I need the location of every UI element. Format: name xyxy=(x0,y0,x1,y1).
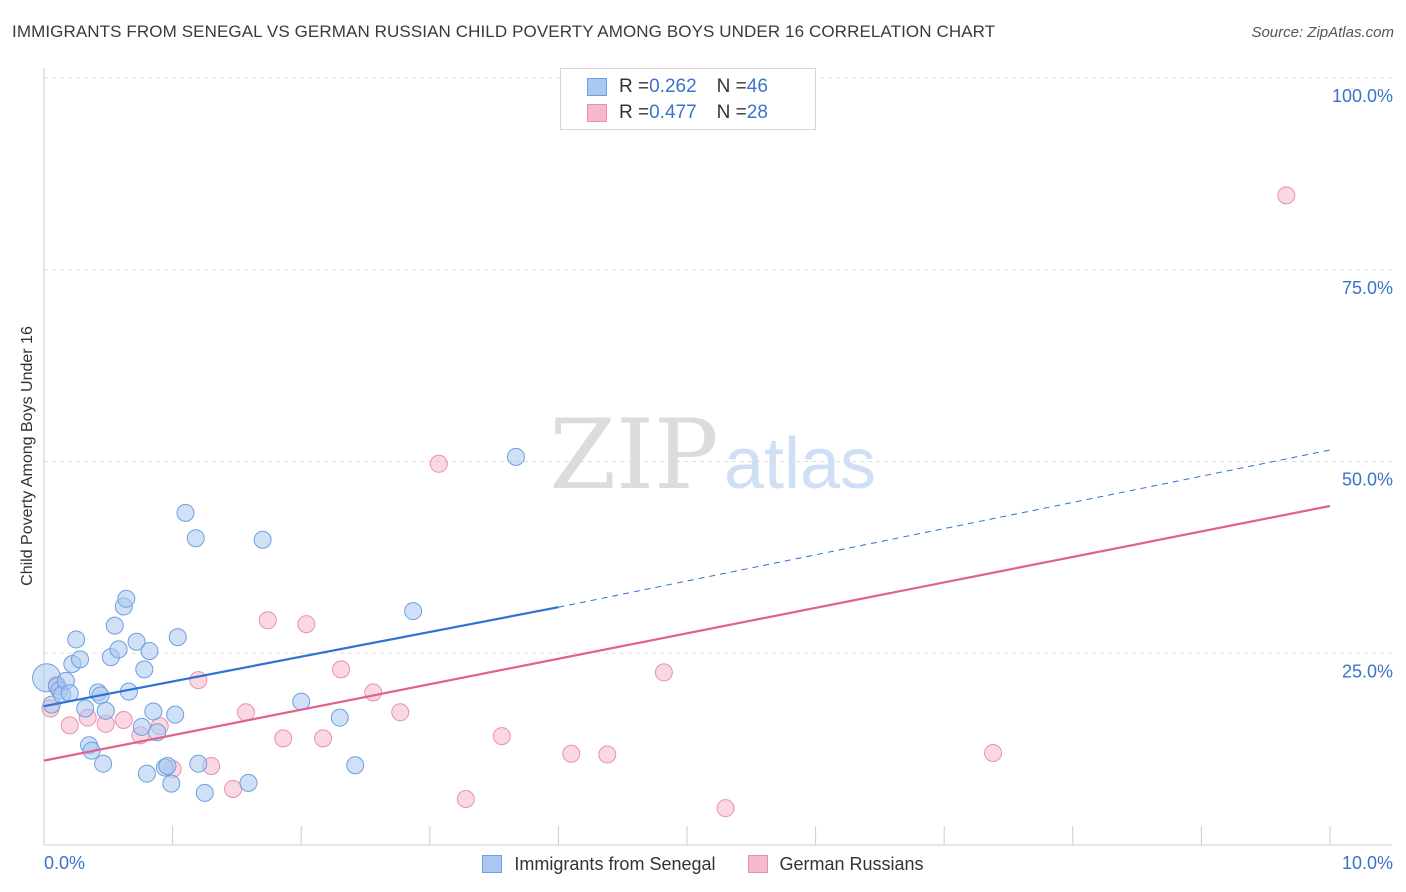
senegal-point xyxy=(506,447,525,466)
senegal-point xyxy=(109,640,128,659)
series-legend-german-russians[interactable]: German Russians xyxy=(747,853,924,875)
watermark: ZIP atlas xyxy=(549,399,876,511)
senegal-point xyxy=(140,641,159,660)
legend-n-value: 46 xyxy=(746,76,768,97)
german-russian-point xyxy=(332,660,351,679)
german-russian-point xyxy=(364,683,383,702)
senegal-point xyxy=(195,783,214,802)
legend-r-label: R = xyxy=(619,102,650,123)
german-russian-point xyxy=(984,743,1003,762)
series-swatch-senegal xyxy=(482,855,503,873)
senegal-point xyxy=(71,650,90,669)
legend-n-value: 28 xyxy=(746,102,768,123)
source-label: Source: ZipAtlas.com xyxy=(1251,24,1394,41)
senegal-point xyxy=(158,756,177,775)
senegal-point xyxy=(135,660,154,679)
german-russian-trend-line xyxy=(43,504,1331,762)
senegal-point xyxy=(346,756,365,775)
german-russian-point xyxy=(391,703,410,722)
senegal-point xyxy=(404,602,423,621)
german-russian-point xyxy=(224,780,243,799)
german-russian-point xyxy=(492,727,511,746)
series-label-german-russians: German Russians xyxy=(779,853,924,874)
senegal-point xyxy=(132,717,151,736)
german-russian-point xyxy=(654,663,673,682)
x-tick-label-max: 10.0% xyxy=(1342,853,1393,873)
series-legend: Immigrants from Senegal German Russians xyxy=(0,852,1406,876)
legend-r-value: 0.262 xyxy=(649,76,697,97)
grid-layer xyxy=(44,77,1392,654)
senegal-point xyxy=(176,503,195,522)
series-swatch-german-russians xyxy=(747,855,768,873)
german-russian-point xyxy=(314,729,333,748)
senegal-point xyxy=(186,529,205,548)
german-russian-point xyxy=(114,710,133,729)
german-russian-point xyxy=(716,799,735,818)
senegal-point xyxy=(189,754,208,773)
legend-row-senegal: R = 0.262 N = 46 xyxy=(587,75,768,99)
legend-r-label: R = xyxy=(619,76,650,97)
senegal-point xyxy=(239,773,258,792)
legend-row-german-russians: R = 0.477 N = 28 xyxy=(587,101,768,125)
y-tick-label: 25.0% xyxy=(1342,661,1393,681)
senegal-point xyxy=(96,701,115,720)
senegal-point xyxy=(144,702,163,721)
chart-title: IMMIGRANTS FROM SENEGAL VS GERMAN RUSSIA… xyxy=(12,22,996,41)
points-layer xyxy=(32,186,1296,818)
tick-label-layer: 25.0% 50.0% 75.0% 100.0% 0.0% 10.0% xyxy=(44,86,1393,873)
senegal-point xyxy=(137,764,156,783)
watermark-zip: ZIP xyxy=(549,399,718,511)
y-tick-label: 50.0% xyxy=(1342,470,1393,490)
senegal-point xyxy=(162,774,181,793)
german-russian-point xyxy=(189,671,208,690)
german-russian-point xyxy=(236,703,255,722)
senegal-point xyxy=(330,708,349,727)
watermark-atlas: atlas xyxy=(724,424,876,504)
senegal-trend-line xyxy=(43,606,559,708)
legend-swatch-german-russians xyxy=(587,104,607,122)
legend-n-label: N = xyxy=(716,102,747,123)
series-legend-senegal[interactable]: Immigrants from Senegal xyxy=(482,853,716,875)
senegal-point xyxy=(105,616,124,635)
x-tick-label-min: 0.0% xyxy=(44,853,85,873)
german-russian-point xyxy=(598,745,617,764)
senegal-point xyxy=(67,630,86,649)
german-russian-point xyxy=(60,716,79,735)
senegal-point xyxy=(168,628,187,647)
german-russian-point xyxy=(429,454,448,473)
senegal-point xyxy=(127,632,146,651)
senegal-point xyxy=(94,754,113,773)
german-russian-point xyxy=(258,611,277,630)
german-russian-point xyxy=(456,789,475,808)
german-russian-point xyxy=(297,615,316,634)
trend-layer xyxy=(43,449,1331,762)
axis-layer xyxy=(43,68,1392,846)
german-russian-point xyxy=(274,729,293,748)
senegal-point xyxy=(253,530,272,549)
legend-swatch-senegal xyxy=(587,78,607,96)
senegal-point xyxy=(117,589,136,608)
y-tick-label: 100.0% xyxy=(1332,86,1393,106)
german-russian-point xyxy=(562,744,581,763)
y-tick-label: 75.0% xyxy=(1342,278,1393,298)
senegal-point xyxy=(76,699,95,718)
legend-n-label: N = xyxy=(716,76,747,97)
german-russian-point xyxy=(1277,186,1296,205)
legend-r-value: 0.477 xyxy=(649,102,697,123)
correlation-legend: R = 0.262 N = 46 R = 0.477 N = 28 xyxy=(560,68,816,130)
series-label-senegal: Immigrants from Senegal xyxy=(514,853,716,874)
senegal-point xyxy=(166,705,185,724)
